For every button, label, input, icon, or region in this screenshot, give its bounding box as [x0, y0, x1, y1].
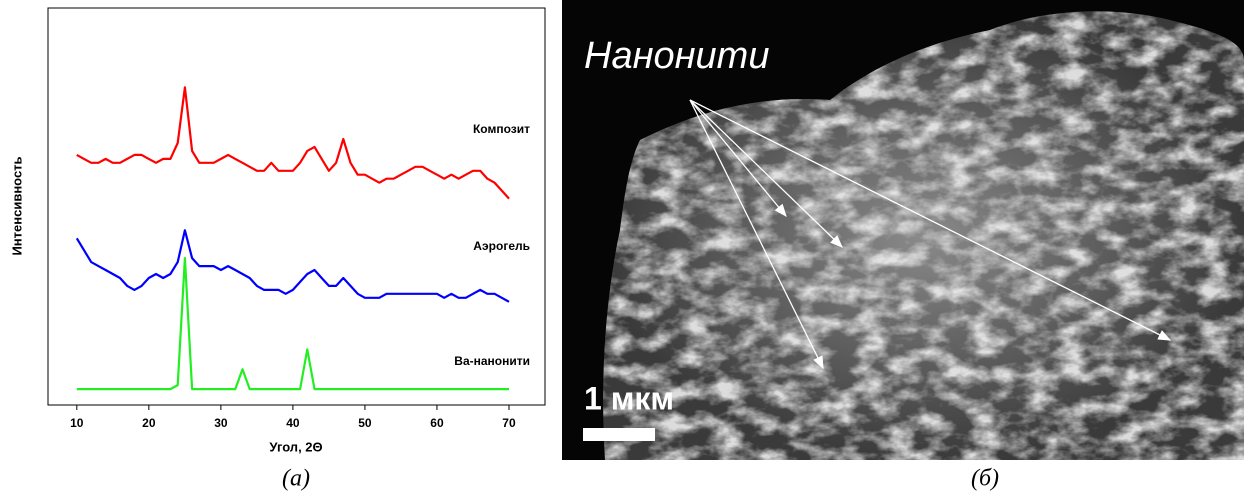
series-line — [75, 229, 510, 303]
x-tick-label: 60 — [430, 416, 444, 430]
image-caption: (б) — [971, 466, 999, 492]
chart-caption: (a) — [282, 466, 310, 492]
x-tick-label: 20 — [142, 416, 156, 430]
x-tick-label: 10 — [70, 416, 84, 430]
image-label: Нанонити — [584, 35, 769, 77]
series-line — [76, 257, 509, 391]
series-label: Композит — [473, 122, 530, 136]
x-axis-label: Угол, 2Θ — [269, 439, 322, 454]
scale-bar-label: 1 мкм — [584, 380, 674, 416]
y-axis-label: Интенсивность — [9, 156, 24, 255]
series-label: Аэрогель — [473, 239, 530, 253]
x-tick-label: 50 — [358, 416, 372, 430]
x-tick-label: 70 — [502, 416, 516, 430]
x-tick-label: 40 — [286, 416, 300, 430]
series-line — [76, 86, 510, 200]
x-tick-label: 30 — [214, 416, 228, 430]
series-label: Ва-нанонити — [454, 354, 530, 368]
plot-frame — [47, 7, 546, 406]
sem-image — [562, 0, 1244, 461]
